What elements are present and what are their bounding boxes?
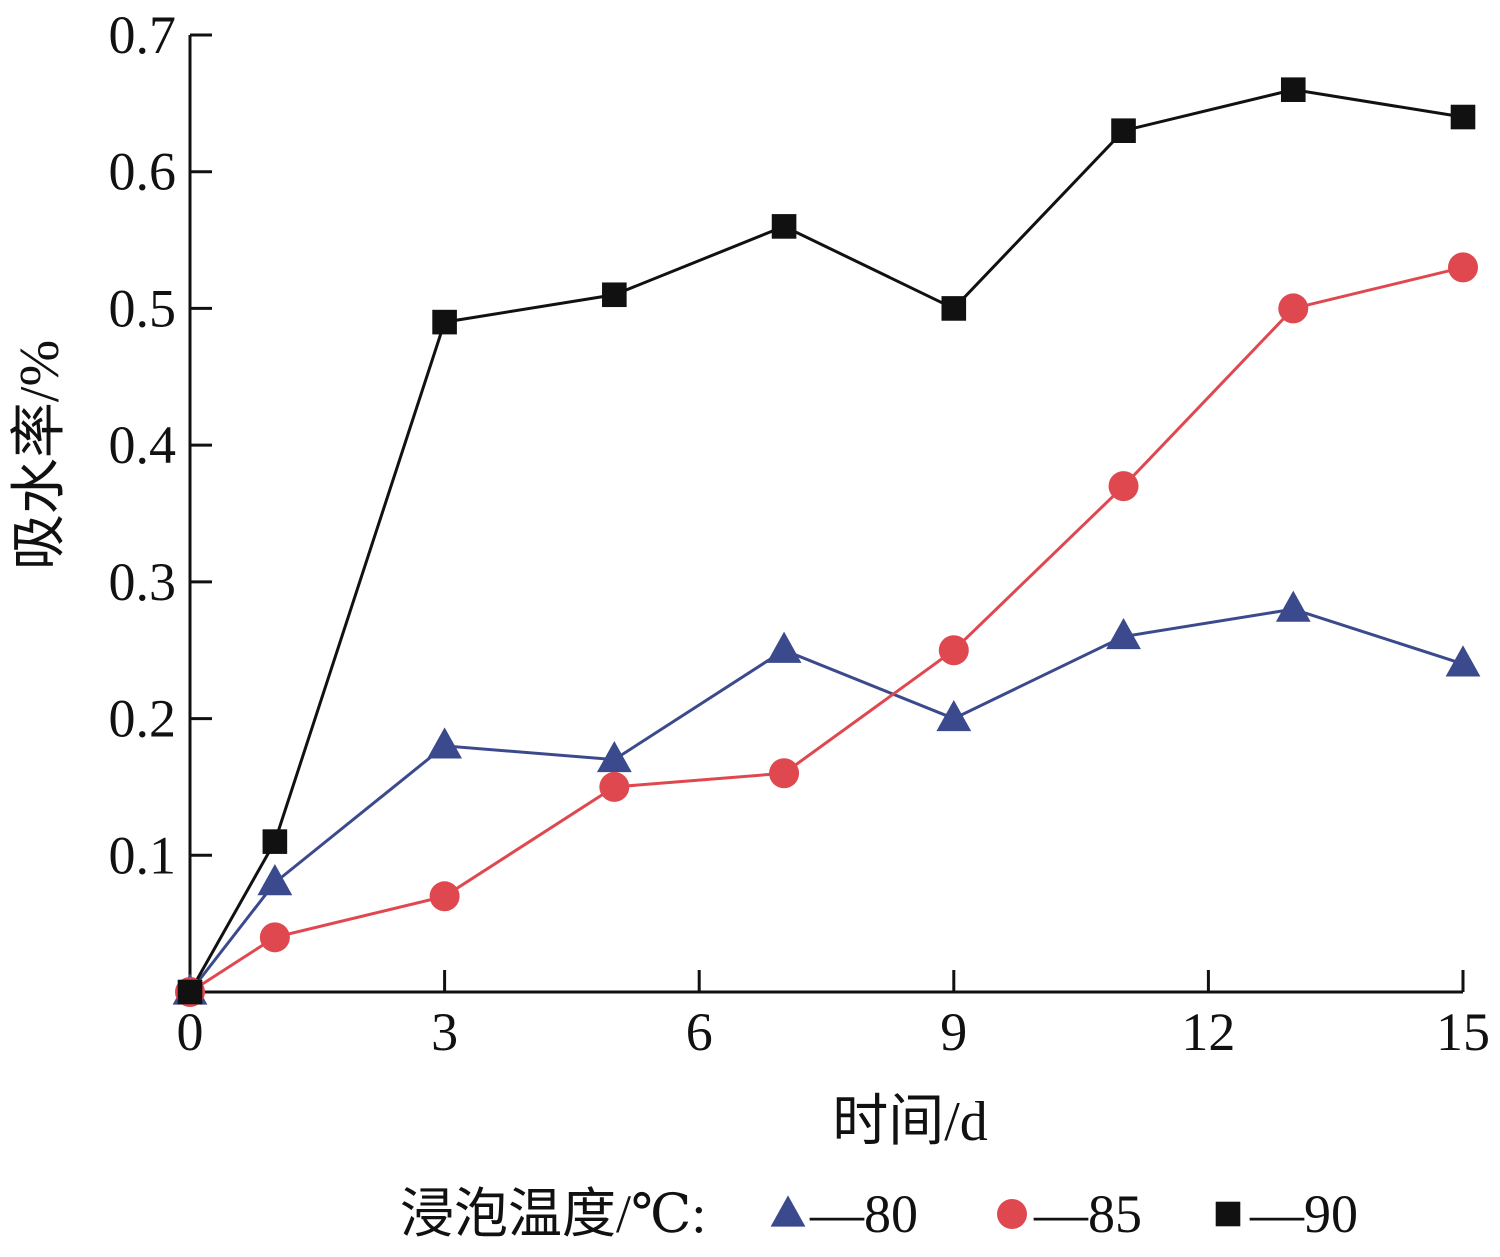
data-point-85 [769,758,800,789]
data-point-80 [1275,590,1311,622]
data-point-90 [432,309,457,335]
data-point-90 [602,282,627,308]
data-point-90 [262,829,288,854]
data-point-80 [766,631,802,663]
data-point-85 [599,771,630,802]
data-point-85 [938,635,969,666]
data-point-80 [596,740,632,773]
x-tick-label: 3 [431,1002,458,1062]
x-tick-label: 6 [686,1002,713,1062]
legend-label-85: —85 [1033,1184,1142,1244]
y-tick-label: 0.1 [109,825,177,885]
data-point-90 [1280,77,1306,102]
series-line-80 [188,607,1464,993]
y-axis-title: 吸水率/% [9,340,71,570]
data-point-85 [1278,293,1309,324]
legend-marker-85 [997,1199,1027,1229]
data-point-90 [771,214,797,239]
data-point-80 [1106,617,1141,650]
y-tick-label: 0.3 [109,552,177,612]
y-tick-label: 0.4 [109,415,177,475]
series-line-85 [189,265,1464,994]
data-point-80 [257,864,293,896]
legend-title: 浸泡温度/℃: [400,1184,706,1244]
legend-marker-80 [770,1195,806,1227]
data-point-90 [1111,118,1136,143]
data-point-90 [177,979,203,1005]
x-tick-label: 9 [940,1002,967,1062]
legend-label-90: —90 [1249,1184,1358,1244]
x-tick-label: 15 [1436,1002,1490,1062]
legend-marker-90 [1215,1201,1241,1227]
data-point-85 [429,881,460,912]
data-point-90 [1450,104,1476,130]
x-tick-label: 0 [177,1002,204,1062]
y-tick-label: 0.2 [109,689,177,749]
data-point-85 [1448,252,1478,283]
data-point-85 [259,922,290,953]
series-markers [172,77,1481,1007]
series-line-90 [188,88,1464,993]
data-point-80 [936,699,972,732]
data-point-85 [1108,471,1139,502]
data-point-80 [427,727,462,759]
y-tick-label: 0.5 [109,278,177,338]
x-axis-title: 时间/d [832,1091,988,1153]
x-tick-label: 12 [1181,1002,1235,1062]
y-tick-label: 0.7 [109,5,177,65]
data-point-80 [1445,645,1481,677]
legend: 浸泡温度/℃: —80 —85 —90 [400,1184,1358,1244]
data-point-90 [941,296,967,321]
y-tick-label: 0.6 [109,142,177,202]
legend-label-80: —80 [809,1184,918,1244]
axes: 0 3 6 9 12 15 0.1 0.2 0.3 0.4 0.5 0.6 0.7 [109,5,1491,1062]
series-lines [188,88,1464,994]
